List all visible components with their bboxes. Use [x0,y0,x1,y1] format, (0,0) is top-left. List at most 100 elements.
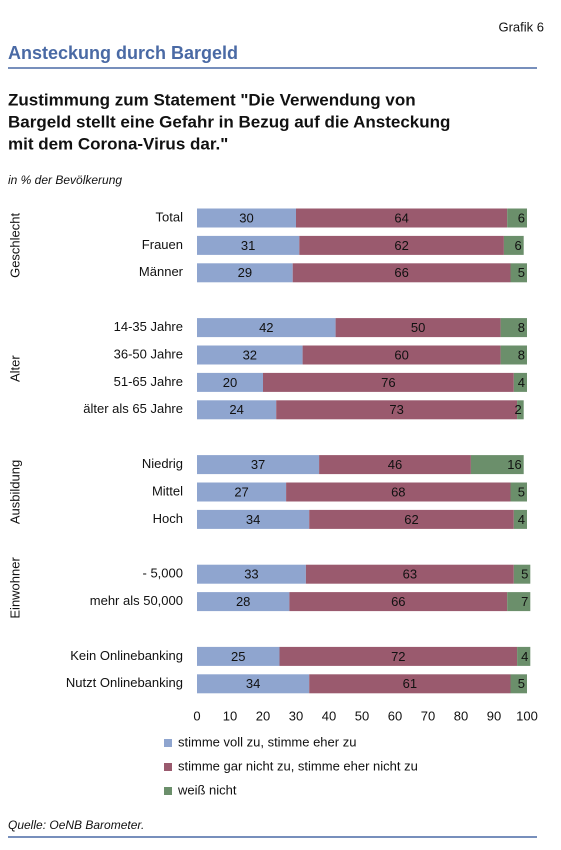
bar-segment [299,235,504,255]
data-label: 62 [394,238,408,253]
data-label: 37 [251,457,265,472]
y-tick-label: Mittel [152,483,183,498]
bar-segment [296,208,508,228]
data-label: 33 [244,567,258,582]
data-label: 5 [518,265,525,280]
bar-segment [517,400,524,420]
legend-label: stimme gar nicht zu, stimme eher nicht z… [178,758,418,773]
bar-segment [470,455,524,475]
bar-segment [197,592,290,612]
bar-segment [510,263,527,283]
bar-segment [197,646,280,666]
data-label: 66 [391,594,405,609]
data-label: 63 [403,567,417,582]
bar-segment [513,564,531,584]
data-label: 42 [259,320,273,335]
data-label: 61 [403,676,417,691]
bar-segment [507,592,531,612]
data-label: 7 [521,594,528,609]
bar-segment [197,318,336,338]
chart-title: Zustimmung zum Statement "Die Verwendung… [8,90,416,109]
chart-title: mit dem Corona-Virus dar." [8,134,228,153]
y-tick-label: - 5,000 [143,566,183,581]
data-label: 8 [518,347,525,362]
chart-subtitle: in % der Bevölkerung [8,173,122,187]
bar-segment [513,509,527,529]
bar-segment [292,263,511,283]
x-tick-label: 40 [322,708,336,723]
bar-segment [517,646,531,666]
bar-segment [276,400,518,420]
y-tick-label: 14-35 Jahre [114,319,183,334]
data-label: 6 [518,210,525,225]
data-label: 62 [404,512,418,527]
bar-segment [197,235,300,255]
x-tick-label: 80 [454,708,468,723]
data-label: 8 [518,320,525,335]
data-label: 60 [394,347,408,362]
data-label: 34 [246,676,260,691]
data-label: 72 [391,649,405,664]
legend-label: stimme voll zu, stimme eher zu [178,734,356,749]
bar-segment [197,564,306,584]
data-label: 4 [518,375,525,390]
data-label: 32 [243,347,257,362]
data-label: 34 [246,512,260,527]
x-tick-label: 60 [388,708,402,723]
data-label: 16 [507,457,521,472]
bar-segment [286,482,511,502]
bar-segment [309,509,514,529]
page-title: Ansteckung durch Bargeld [8,43,238,63]
x-tick-label: 70 [421,708,435,723]
bar-segment [305,564,514,584]
data-label: 46 [388,457,402,472]
data-label: 68 [391,484,405,499]
bar-segment [309,674,511,694]
legend-swatch [164,763,172,771]
bar-segment [507,208,527,228]
legend-swatch [164,787,172,795]
x-tick-label: 10 [223,708,237,723]
data-label: 66 [394,265,408,280]
data-label: 64 [394,210,408,225]
y-tick-label: Männer [139,264,184,279]
bar-segment [513,372,527,392]
data-label: 4 [521,649,528,664]
bar-segment [197,345,303,365]
data-label: 50 [411,320,425,335]
y-tick-label: älter als 65 Jahre [83,401,183,416]
data-label: 5 [521,567,528,582]
y-tick-label: Frauen [142,237,183,252]
bar-segment [197,400,277,420]
y-tick-label: Niedrig [142,456,183,471]
bar-segment [197,372,263,392]
y-tick-label: Kein Onlinebanking [70,648,183,663]
bar-segment [500,345,527,365]
y-tick-label: Total [156,209,184,224]
group-label: Alter [7,355,22,382]
bar-segment [503,235,524,255]
x-tick-label: 0 [193,708,200,723]
figure-label: Grafik 6 [498,19,544,34]
bar-segment [197,455,320,475]
bar-segment [335,318,501,338]
y-tick-label: 36-50 Jahre [114,346,183,361]
data-label: 5 [518,676,525,691]
x-tick-label: 50 [355,708,369,723]
data-label: 24 [229,402,243,417]
group-label: Einwohner [7,557,22,619]
data-label: 25 [231,649,245,664]
bar-segment [302,345,501,365]
group-label: Ausbildung [7,460,22,524]
data-label: 76 [381,375,395,390]
bar-segment [289,592,508,612]
y-tick-label: Nutzt Onlinebanking [66,675,183,690]
data-label: 20 [223,375,237,390]
data-label: 4 [518,512,525,527]
bar-segment [319,455,471,475]
bar-segment [197,482,287,502]
chart-title: Bargeld stellt eine Gefahr in Bezug auf … [8,112,450,131]
bar-segment [510,482,527,502]
data-label: 27 [234,484,248,499]
